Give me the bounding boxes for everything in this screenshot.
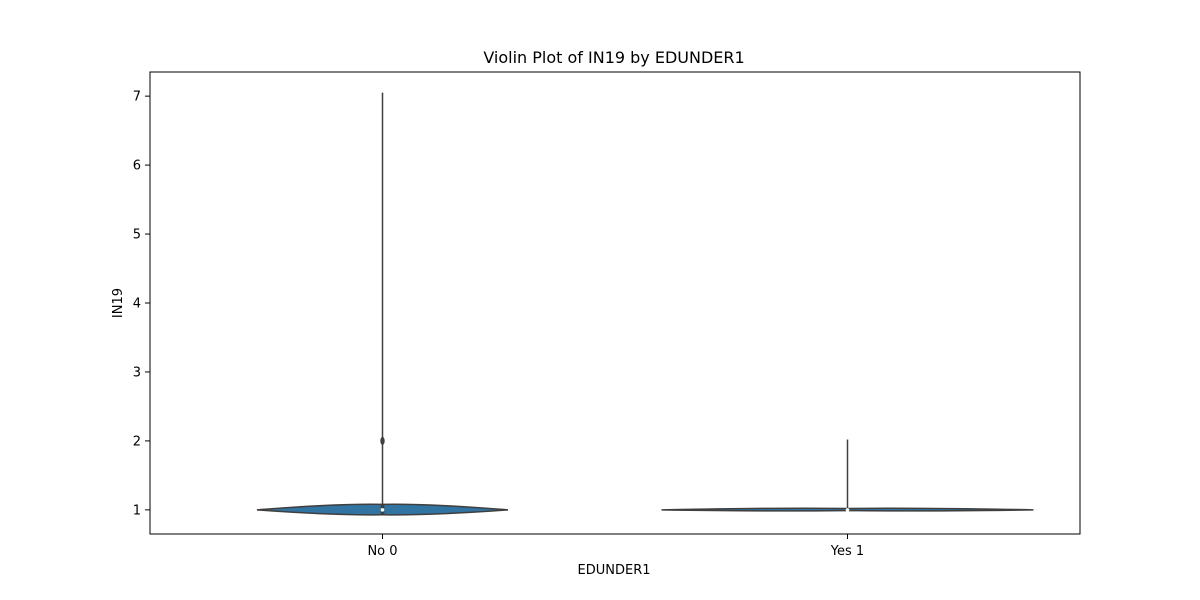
y-axis-label: IN19 (111, 288, 126, 318)
x-axis-label: EDUNDER1 (578, 563, 651, 578)
y-tick-label: 2 (133, 434, 141, 449)
x-axis: No 0 Yes 1 (367, 534, 864, 559)
y-tick-label: 4 (133, 297, 141, 312)
plot-area (256, 92, 1034, 516)
chart-title: Violin Plot of IN19 by EDUNDER1 (483, 48, 744, 67)
y-axis: 1 2 3 4 5 6 7 (133, 90, 150, 518)
y-tick-label: 7 (133, 90, 141, 105)
violin-median-dot (380, 508, 385, 512)
y-tick-label: 5 (133, 228, 141, 243)
x-tick-label: No 0 (367, 544, 397, 559)
y-tick-label: 6 (133, 159, 141, 174)
x-tick-label: Yes 1 (830, 544, 864, 559)
y-tick-label: 1 (133, 503, 141, 518)
violin-marker (380, 436, 385, 445)
y-tick-label: 3 (133, 365, 141, 380)
violin-median-dot (845, 508, 850, 512)
